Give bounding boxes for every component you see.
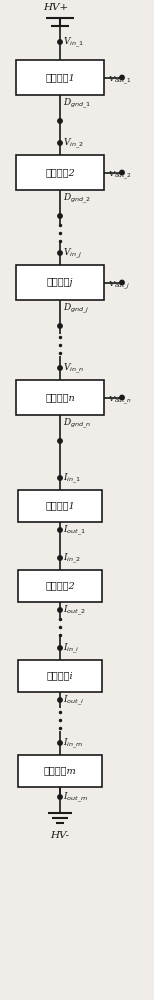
Text: 恒流模块i: 恒流模块i (47, 672, 73, 680)
Circle shape (58, 795, 62, 799)
Text: I$_{in\_2}$: I$_{in\_2}$ (63, 552, 81, 566)
Bar (16, 265, 104, 300)
Bar (16, 60, 104, 95)
Text: HV-: HV- (51, 831, 69, 840)
Text: I$_{out\_2}$: I$_{out\_2}$ (63, 604, 86, 618)
Text: I$_{in\_1}$: I$_{in\_1}$ (63, 472, 81, 486)
Text: V$_{in\_j}$: V$_{in\_j}$ (63, 247, 82, 261)
Circle shape (58, 528, 62, 532)
Circle shape (58, 556, 62, 560)
Circle shape (120, 75, 124, 80)
Circle shape (58, 476, 62, 480)
Circle shape (58, 698, 62, 702)
Circle shape (120, 395, 124, 400)
Circle shape (120, 170, 124, 175)
Bar (18, 660, 102, 692)
Text: V$_{in\_2}$: V$_{in\_2}$ (63, 137, 84, 151)
Bar (16, 380, 104, 415)
Text: V$_{out\_n}$: V$_{out\_n}$ (108, 394, 132, 407)
Text: 稳压模块2: 稳压模块2 (45, 168, 75, 177)
Text: 恒流模块1: 恒流模块1 (45, 502, 75, 510)
Circle shape (58, 40, 62, 44)
Text: HV+: HV+ (43, 3, 69, 12)
Text: D$_{gnd\_2}$: D$_{gnd\_2}$ (63, 192, 91, 206)
Circle shape (58, 646, 62, 650)
Text: V$_{in\_n}$: V$_{in\_n}$ (63, 362, 84, 376)
Text: V$_{out\_1}$: V$_{out\_1}$ (108, 75, 132, 87)
Bar (16, 155, 104, 190)
Circle shape (120, 280, 124, 285)
Bar (18, 570, 102, 602)
Bar (18, 755, 102, 787)
Circle shape (58, 214, 62, 218)
Text: V$_{out\_2}$: V$_{out\_2}$ (108, 169, 132, 182)
Text: I$_{out\_i}$: I$_{out\_i}$ (63, 694, 84, 708)
Text: D$_{gnd\_j}$: D$_{gnd\_j}$ (63, 302, 89, 316)
Text: I$_{in\_m}$: I$_{in\_m}$ (63, 737, 83, 751)
Text: D$_{gnd\_1}$: D$_{gnd\_1}$ (63, 97, 91, 111)
Text: 稳压模块n: 稳压模块n (45, 393, 75, 402)
Circle shape (58, 119, 62, 123)
Text: I$_{out\_m}$: I$_{out\_m}$ (63, 791, 88, 805)
Circle shape (58, 439, 62, 443)
Circle shape (58, 141, 62, 145)
Circle shape (58, 608, 62, 612)
Text: 稳压模块j: 稳压模块j (47, 278, 73, 287)
Circle shape (58, 366, 62, 370)
Text: I$_{out\_1}$: I$_{out\_1}$ (63, 524, 86, 538)
Circle shape (58, 324, 62, 328)
Text: 恒流模块2: 恒流模块2 (45, 582, 75, 590)
Text: 稳压模块1: 稳压模块1 (45, 73, 75, 82)
Text: I$_{in\_i}$: I$_{in\_i}$ (63, 642, 79, 656)
Text: D$_{gnd\_n}$: D$_{gnd\_n}$ (63, 417, 91, 431)
Text: 恒流模块m: 恒流模块m (44, 766, 76, 776)
Circle shape (58, 251, 62, 255)
Text: V$_{out\_j}$: V$_{out\_j}$ (108, 279, 130, 292)
Text: V$_{in\_1}$: V$_{in\_1}$ (63, 36, 84, 50)
Bar (18, 490, 102, 522)
Circle shape (58, 741, 62, 745)
